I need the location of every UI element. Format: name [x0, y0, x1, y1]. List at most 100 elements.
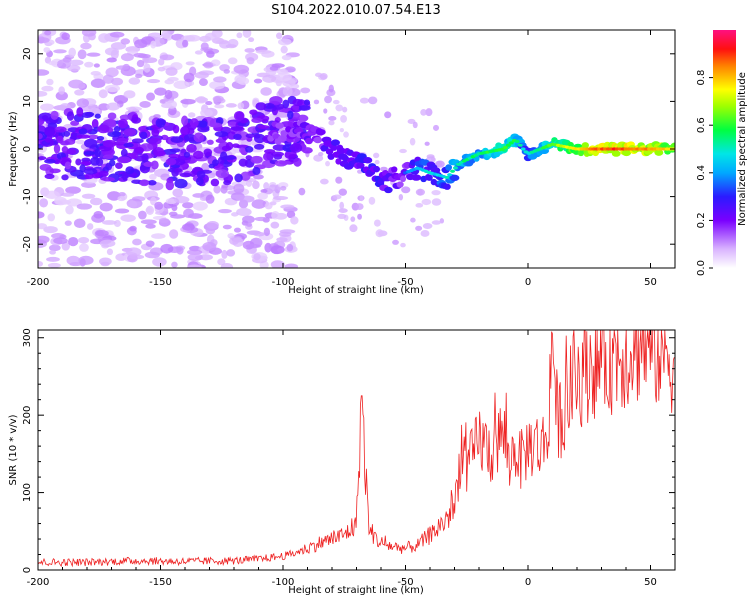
- spectrogram-noise-blob: [237, 102, 245, 110]
- spectrogram-noise-blob: [154, 201, 164, 210]
- spectrogram-noise-blob: [182, 223, 195, 231]
- spectrogram-noise-blob: [153, 114, 161, 119]
- spectrogram-noise-blob: [318, 152, 324, 157]
- spectrogram-ridge-point: [305, 137, 313, 145]
- spectrogram-noise-blob: [61, 241, 70, 251]
- spectrogram-band-blob: [249, 109, 258, 115]
- spectrogram-noise-blob: [399, 148, 407, 154]
- spectrogram-noise-blob: [212, 95, 224, 103]
- snr-x-tick-label: -100: [272, 577, 295, 588]
- spectrogram-noise-blob: [357, 213, 362, 220]
- spectrogram-noise-blob: [107, 191, 121, 201]
- spectrogram-y-tick-label: -10: [22, 188, 33, 204]
- spectrogram-noise-blob: [64, 220, 72, 226]
- spectrogram-noise-blob: [81, 193, 96, 199]
- spectrogram-band-blob: [88, 134, 99, 140]
- spectrogram-noise-blob: [200, 42, 209, 51]
- spectrogram-noise-blob: [183, 72, 195, 83]
- spectrogram-noise-blob: [227, 233, 235, 239]
- spectrogram-noise-blob: [145, 207, 153, 214]
- spectrogram-noise-blob: [47, 262, 61, 268]
- spectrogram-noise-blob: [169, 229, 179, 239]
- spectrogram-noise-blob: [53, 49, 67, 54]
- spectrogram-noise-blob: [118, 192, 126, 197]
- spectrogram-band-blob: [113, 125, 121, 133]
- spectrogram-ridge-point: [363, 157, 373, 164]
- spectrogram-band-blob: [139, 131, 148, 140]
- spectrogram-noise-blob: [76, 203, 93, 210]
- spectrogram-band-blob: [233, 110, 245, 121]
- spectrogram-noise-blob: [214, 104, 225, 109]
- spectrogram-noise-blob: [38, 90, 48, 97]
- spectrogram-ridge-core: [508, 141, 514, 145]
- spectrogram-noise-blob: [98, 33, 110, 43]
- spectrogram-noise-blob: [280, 185, 287, 191]
- spectrogram-noise-blob: [74, 89, 85, 96]
- spectrogram-band-blob: [210, 178, 220, 187]
- spectrogram-ridge-point: [449, 174, 460, 182]
- spectrogram-noise-blob: [157, 66, 166, 72]
- spectrogram-noise-blob: [217, 258, 226, 266]
- spectrogram-ridge-core: [455, 162, 461, 167]
- snr-y-tick-label: 0: [22, 567, 33, 573]
- spectrogram-noise-blob: [65, 205, 74, 215]
- spectrogram-noise-blob: [245, 243, 261, 249]
- spectrogram-band-blob: [64, 161, 72, 170]
- spectrogram-noise-blob: [151, 233, 166, 239]
- spectrogram-noise-blob: [335, 176, 343, 184]
- snr-series-line: [38, 330, 675, 568]
- spectrogram-band-blob: [181, 126, 189, 135]
- spectrogram-noise-blob: [69, 59, 84, 66]
- spectrogram-noise-blob: [48, 244, 61, 252]
- spectrogram-noise-blob: [126, 200, 138, 208]
- spectrogram-noise-blob: [202, 241, 217, 252]
- snr-marks: [38, 330, 675, 568]
- spectrogram-band-blob: [96, 135, 105, 141]
- spectrogram-noise-blob: [49, 249, 56, 255]
- snr-x-tick-label: 0: [525, 577, 531, 588]
- spectrogram-noise-blob: [186, 249, 203, 255]
- spectrogram-band-blob: [102, 154, 114, 160]
- spectrogram-noise-blob: [392, 239, 399, 245]
- spectrogram-noise-blob: [335, 104, 344, 112]
- spectrogram-noise-blob: [39, 198, 49, 208]
- spectrogram-ridge-core: [517, 143, 523, 147]
- spectrogram-noise-blob: [187, 253, 203, 261]
- spectrogram-band-blob: [233, 133, 242, 140]
- spectrogram-noise-blob: [355, 203, 364, 211]
- spectrogram-band-blob: [90, 156, 100, 166]
- spectrogram-band-blob: [206, 139, 214, 145]
- spectrogram-noise-blob: [192, 193, 205, 198]
- spectrogram-noise-blob: [415, 203, 424, 208]
- spectrogram-noise-blob: [38, 69, 50, 76]
- spectrogram-band-blob: [297, 105, 311, 111]
- spectrogram-noise-blob: [420, 229, 430, 237]
- spectrogram-ridge-point: [581, 142, 589, 149]
- spectrogram-band-blob: [172, 124, 180, 134]
- spectrogram-noise-blob: [203, 61, 214, 69]
- spectrogram-band-blob: [165, 158, 177, 166]
- spectrogram-noise-blob: [236, 32, 243, 39]
- spectrogram-noise-blob: [410, 217, 416, 223]
- spectrogram-noise-blob: [270, 260, 285, 268]
- spectrogram-band-blob: [287, 110, 294, 120]
- spectrogram-noise-blob: [182, 202, 194, 209]
- spectrogram-band-blob: [240, 171, 251, 181]
- spectrogram-noise-blob: [44, 190, 60, 199]
- spectrogram-noise-blob: [233, 227, 241, 233]
- spectrogram-noise-blob: [38, 235, 50, 244]
- spectrogram-noise-blob: [68, 47, 77, 58]
- spectrogram-noise-blob: [415, 225, 423, 231]
- spectrogram-band-blob: [76, 107, 84, 117]
- spectrogram-noise-blob: [319, 72, 328, 80]
- snr-panel: -200 -150 -100 -50 0 50 0 100 200 300 Height of …: [8, 328, 676, 596]
- spectrogram-band-blob: [84, 173, 94, 180]
- spectrogram-noise-blob: [205, 32, 217, 41]
- snr-x-label: Height of straight line (km): [288, 585, 424, 596]
- spectrogram-band-blob: [134, 146, 145, 154]
- spectrogram-noise-blob: [368, 196, 376, 205]
- spectrogram-ridge-point: [313, 136, 323, 144]
- spectrogram-noise-blob: [80, 42, 92, 50]
- spectrogram-band-blob: [102, 139, 117, 148]
- spectrogram-noise-blob: [260, 189, 268, 194]
